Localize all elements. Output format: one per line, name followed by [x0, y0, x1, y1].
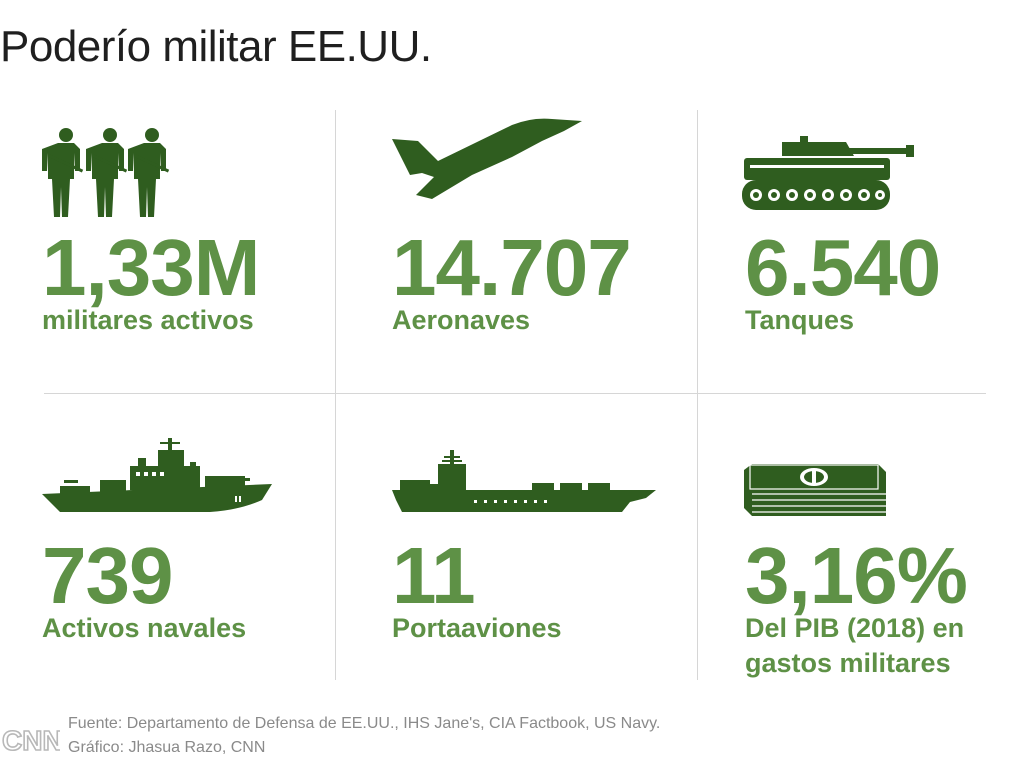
page-title: Poderío militar EE.UU. — [0, 22, 432, 71]
stat-value: 1,33M — [42, 223, 260, 312]
stat-value: 11 — [392, 531, 476, 620]
fighter-jet-icon — [392, 118, 582, 199]
divider-horizontal — [44, 393, 986, 394]
cnn-logo: CNN — [2, 724, 60, 757]
divider-vertical — [697, 110, 698, 680]
stat-label: Aeronaves — [392, 305, 531, 335]
stat-label: Tanques — [745, 305, 855, 335]
aircraft-carrier-icon — [392, 450, 656, 512]
money-stack-icon — [744, 464, 886, 516]
stat-label: militares activos — [42, 305, 254, 335]
stat-label: Del PIB (2018) en — [745, 613, 965, 643]
tank-icon — [742, 136, 914, 210]
stat-label: Portaaviones — [392, 613, 562, 643]
stat-label: gastos militares — [745, 648, 951, 678]
warship-icon — [42, 438, 272, 512]
logo-text: CNN — [2, 725, 60, 756]
stat-value: 739 — [42, 531, 173, 620]
stat-value: 3,16% — [745, 531, 968, 620]
divider-vertical — [335, 110, 336, 680]
stat-value: 6.540 — [745, 223, 941, 312]
footer-credit: Gráfico: Jhasua Razo, CNN — [68, 739, 266, 756]
footer-source: Fuente: Departamento de Defensa de EE.UU… — [68, 715, 661, 732]
soldiers-icon — [42, 128, 170, 217]
stat-value: 14.707 — [392, 223, 632, 312]
stat-label: Activos navales — [42, 613, 247, 643]
